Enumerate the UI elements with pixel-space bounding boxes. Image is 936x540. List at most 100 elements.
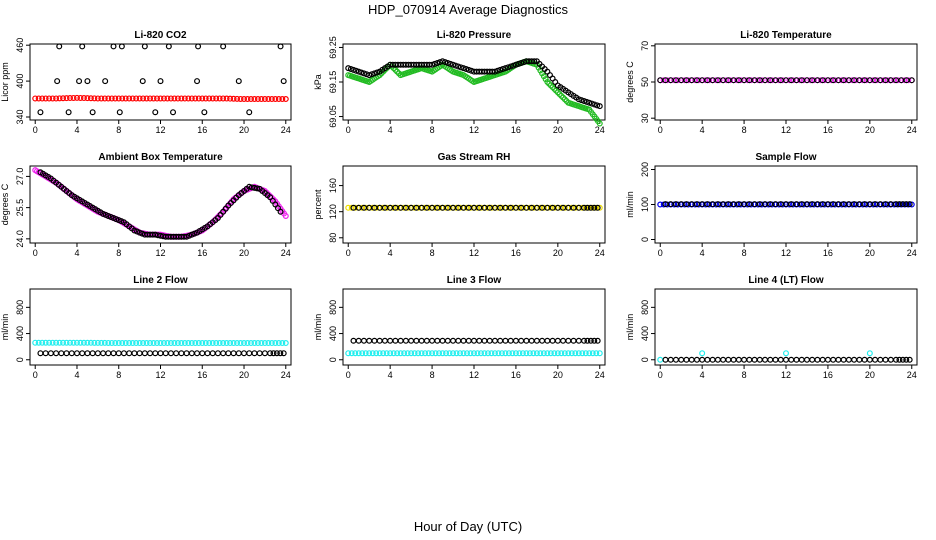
x-tick-label: 16 [511, 370, 521, 380]
data-point [429, 337, 436, 344]
data-point [202, 340, 209, 347]
data-point [425, 350, 432, 357]
panel-6: Line 2 Flow ml/min 0 4 8 12 16 20 24 0 400 800 [0, 275, 292, 380]
data-point [49, 95, 56, 102]
data-point [533, 337, 540, 344]
data-point [505, 64, 512, 71]
x-tick-label: 20 [865, 125, 875, 135]
data-point [227, 340, 234, 347]
y-axis-label: Licor ppm [0, 62, 10, 102]
x-tick-label: 0 [658, 370, 663, 380]
data-point [209, 350, 216, 357]
data-point [824, 356, 831, 363]
data-point [491, 350, 498, 357]
data-point [126, 95, 133, 102]
data-point [495, 350, 502, 357]
data-point [225, 350, 232, 357]
data-point [866, 350, 873, 357]
x-tick-label: 24 [281, 125, 291, 135]
data-point [258, 96, 265, 103]
data-point [105, 95, 112, 102]
data-point [195, 340, 202, 347]
panel-title: Gas Stream RH [438, 152, 511, 163]
data-point [893, 201, 900, 208]
data-point [575, 350, 582, 357]
data-point [746, 356, 753, 363]
data-point [76, 78, 83, 85]
data-point [401, 350, 408, 357]
data-point [554, 350, 561, 357]
data-point [374, 69, 381, 76]
data-point [814, 356, 821, 363]
data-point [140, 340, 147, 347]
data-point [39, 339, 46, 346]
y-tick-label: 69.05 [328, 105, 338, 128]
data-point [265, 96, 272, 103]
data-point [220, 95, 227, 102]
data-point [37, 350, 44, 357]
data-point [67, 95, 74, 102]
data-point [547, 350, 554, 357]
data-point [237, 340, 244, 347]
y-tick-label: 460 [15, 38, 25, 53]
data-point [63, 95, 70, 102]
data-point [582, 350, 589, 357]
data-point [464, 350, 471, 357]
data-point [244, 340, 251, 347]
data-point [248, 184, 255, 191]
panel-title: Sample Flow [755, 152, 816, 163]
data-point [861, 356, 868, 363]
data-point [444, 337, 451, 344]
x-tick-label: 12 [781, 370, 791, 380]
data-point [587, 204, 594, 211]
data-point [845, 356, 852, 363]
data-point [436, 350, 443, 357]
data-point [373, 350, 380, 357]
y-tick-label: 800 [328, 300, 338, 315]
data-point [154, 232, 161, 239]
data-point [581, 204, 588, 211]
y-tick-label: 70 [640, 41, 650, 51]
data-point [586, 99, 593, 106]
data-point [455, 63, 462, 70]
data-point [157, 350, 164, 357]
data-point [431, 60, 438, 67]
data-point [115, 350, 122, 357]
series-black [662, 356, 913, 363]
data-point [358, 69, 365, 76]
data-point [254, 340, 261, 347]
data-point [502, 337, 509, 344]
y-tick-label: 0 [640, 237, 650, 242]
data-point [584, 337, 591, 344]
data-point [91, 339, 98, 346]
data-point [730, 356, 737, 363]
data-point [872, 356, 879, 363]
data-point [77, 339, 84, 346]
x-tick-label: 20 [553, 248, 563, 258]
data-point [154, 340, 161, 347]
data-point [136, 340, 143, 347]
data-point [518, 337, 525, 344]
plot-frame [29, 43, 292, 121]
data-point [355, 68, 362, 75]
data-point [56, 339, 63, 346]
data-point [380, 350, 387, 357]
data-point [544, 337, 551, 344]
data-point [432, 350, 439, 357]
data-point [429, 350, 436, 357]
data-point [112, 340, 119, 347]
data-point [152, 350, 159, 357]
data-point [235, 78, 242, 85]
series-black [345, 58, 603, 110]
data-point [512, 61, 519, 68]
x-tick-label: 24 [281, 370, 291, 380]
y-axis-label: degrees C [0, 183, 10, 225]
series-black [662, 201, 913, 208]
data-point [254, 96, 261, 103]
data-point [84, 350, 91, 357]
data-point [762, 356, 769, 363]
data-point [167, 350, 174, 357]
data-point [518, 59, 525, 66]
data-point [199, 95, 206, 102]
